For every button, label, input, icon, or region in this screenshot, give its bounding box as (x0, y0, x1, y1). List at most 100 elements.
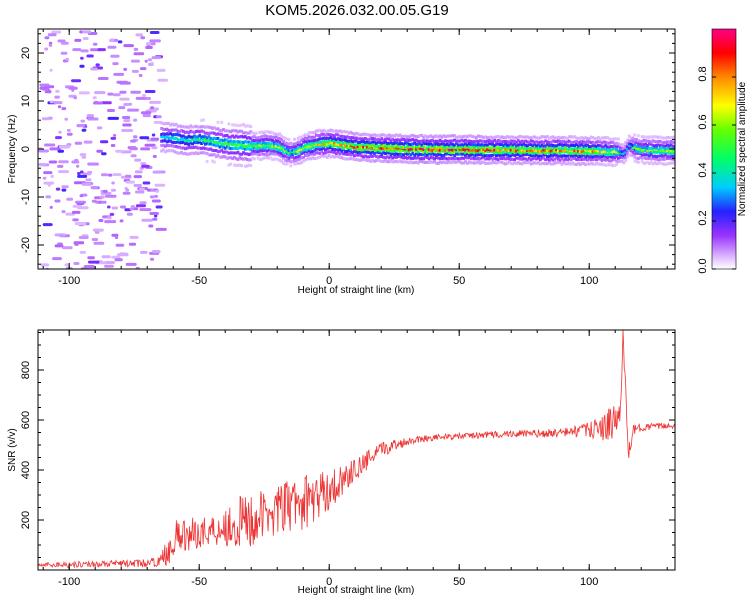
spectrogram-ridge-cell (551, 158, 555, 162)
spectrogram-ridge-cell (360, 148, 364, 152)
spectrogram-ridge-cell (476, 140, 480, 143)
spectrogram-ridge-cell (314, 151, 318, 155)
spectrogram-ridge-cell (522, 140, 526, 144)
spectrogram-ridge-cell (225, 156, 229, 160)
spectrogram-ridge-cell (551, 151, 555, 155)
spectrogram-ridge-cell (442, 140, 446, 144)
spectrogram-ridge-cell (655, 143, 658, 147)
spectrogram-ridge-cell (513, 151, 517, 155)
spectrogram-ridge-cell (445, 142, 449, 146)
spectrogram-ridge-cell (415, 160, 418, 164)
spectrogram-ridge-cell (258, 141, 262, 145)
spectrogram-ridge-cell (673, 158, 675, 162)
spectrogram-ridge-cell (598, 157, 602, 161)
snr-series-line (38, 330, 675, 569)
spectrogram-noise-cell (142, 94, 147, 97)
spectrogram-noise-cell (151, 199, 161, 203)
spectrogram-ridge-cell (433, 144, 436, 148)
spectrogram-noise-cell (130, 205, 136, 209)
spectrogram-ridge-cell (416, 146, 420, 150)
spectrogram-noise-cell (81, 128, 87, 132)
spectrogram-ridge-cell (460, 138, 464, 142)
spectrogram-ridge-cell (203, 135, 207, 139)
spectrogram-ridge-cell (327, 146, 331, 150)
spectrogram-ridge-cell (480, 139, 484, 143)
spectrogram-noise-cell (101, 255, 111, 259)
spectrogram-ridge-cell (407, 150, 411, 154)
spectrogram-ridge-cell (624, 159, 628, 163)
spectrogram-ridge-cell (342, 141, 345, 145)
spectrogram-ridge-cell (223, 150, 227, 154)
spectrogram-ridge-cell (242, 144, 245, 148)
spectrogram-ridge-cell (464, 160, 467, 164)
spectrogram-ridge-cell (400, 155, 404, 159)
spectrogram-noise-cell (155, 227, 167, 231)
spectrogram-ridge-cell (360, 137, 364, 141)
spectrogram-ridge-cell (466, 156, 469, 160)
spectrogram-ridge-cell (305, 144, 309, 148)
spectrogram-ridge-cell (500, 157, 504, 160)
spectrogram-noise-cell (50, 174, 54, 178)
spectrogram-ridge-cell (262, 152, 265, 156)
spectrogram-ridge-cell (429, 152, 433, 156)
spectrogram-ridge-cell (202, 141, 205, 144)
spectrogram-ridge-cell (567, 139, 571, 143)
spectrogram-ridge-cell (438, 143, 442, 147)
spectrogram-ridge-cell (617, 142, 620, 146)
spectrogram-ridge-cell (504, 139, 507, 143)
spectrogram-ridge-cell (466, 161, 469, 165)
spectrogram-noise-cell (133, 207, 139, 211)
spectrogram-ridge-cell (453, 150, 456, 154)
spectrogram-ridge-cell (471, 152, 475, 156)
spectrogram-ridge-cell (635, 146, 638, 150)
spectrogram-ridge-cell (655, 157, 658, 161)
spectrogram-ridge-cell (289, 141, 293, 145)
spectrogram-ridge-cell (311, 139, 315, 143)
spectrogram-ridge-cell (476, 153, 480, 157)
spectrogram-ridge-cell (509, 139, 513, 143)
spectrogram-ridge-cell (223, 129, 227, 133)
spectrogram-ridge-cell (642, 148, 646, 152)
spectrogram-ridge-cell (313, 139, 316, 143)
spectrogram-noise-cell (94, 91, 106, 95)
spectrogram-ridge-cell (269, 135, 273, 139)
spectrogram-noise-cell (152, 250, 161, 253)
spectrogram-ridge-cell (666, 155, 669, 159)
spectrogram-ridge-cell (447, 160, 451, 164)
spectrogram-ridge-cell (544, 146, 547, 149)
spectrogram-ridge-cell (367, 159, 371, 162)
spectrogram-ridge-cell (369, 154, 373, 158)
spectrogram-ridge-cell (249, 125, 253, 129)
spectrogram-ridge-cell (378, 146, 382, 150)
spectrogram-ridge-cell (396, 134, 400, 138)
spectrogram-ridge-cell (547, 148, 551, 152)
spectrogram-ridge-cell (305, 140, 309, 144)
spectrogram-ridge-cell (646, 139, 649, 143)
spectrogram-ridge-cell (200, 142, 203, 145)
spectrogram-ridge-cell (651, 139, 655, 143)
spectrogram-ridge-cell (662, 151, 666, 155)
spectrogram-ridge-cell (167, 129, 171, 132)
spectrogram-ridge-cell (278, 132, 282, 136)
spectrogram-noise-cell (144, 59, 148, 63)
spectrogram-ridge-cell (425, 153, 429, 157)
spectrogram-ridge-cell (324, 137, 327, 141)
spectrogram-noise-cell (151, 146, 158, 150)
spectrogram-ridge-cell (611, 152, 615, 156)
spectrogram-ridge-cell (582, 149, 586, 153)
spectrogram-ridge-cell (433, 142, 436, 146)
spectrogram-noise-cell (111, 233, 119, 237)
spectrogram-ridge-cell (469, 157, 473, 161)
spectrogram-ridge-cell (504, 153, 507, 157)
spectrogram-ridge-cell (242, 131, 245, 135)
spectrogram-ridge-cell (362, 148, 365, 152)
spectrogram-ridge-cell (542, 153, 546, 157)
spectrogram-ridge-cell (469, 150, 473, 154)
spectrogram-ridge-cell (584, 143, 588, 147)
spectrogram-ridge-cell (273, 157, 276, 161)
spectrogram-ridge-cell (185, 125, 189, 129)
spectrogram-ridge-cell (629, 138, 633, 142)
spectrogram-ridge-cell (482, 143, 486, 147)
spectrogram-ridge-cell (549, 140, 553, 144)
spectrogram-ridge-cell (458, 139, 462, 143)
